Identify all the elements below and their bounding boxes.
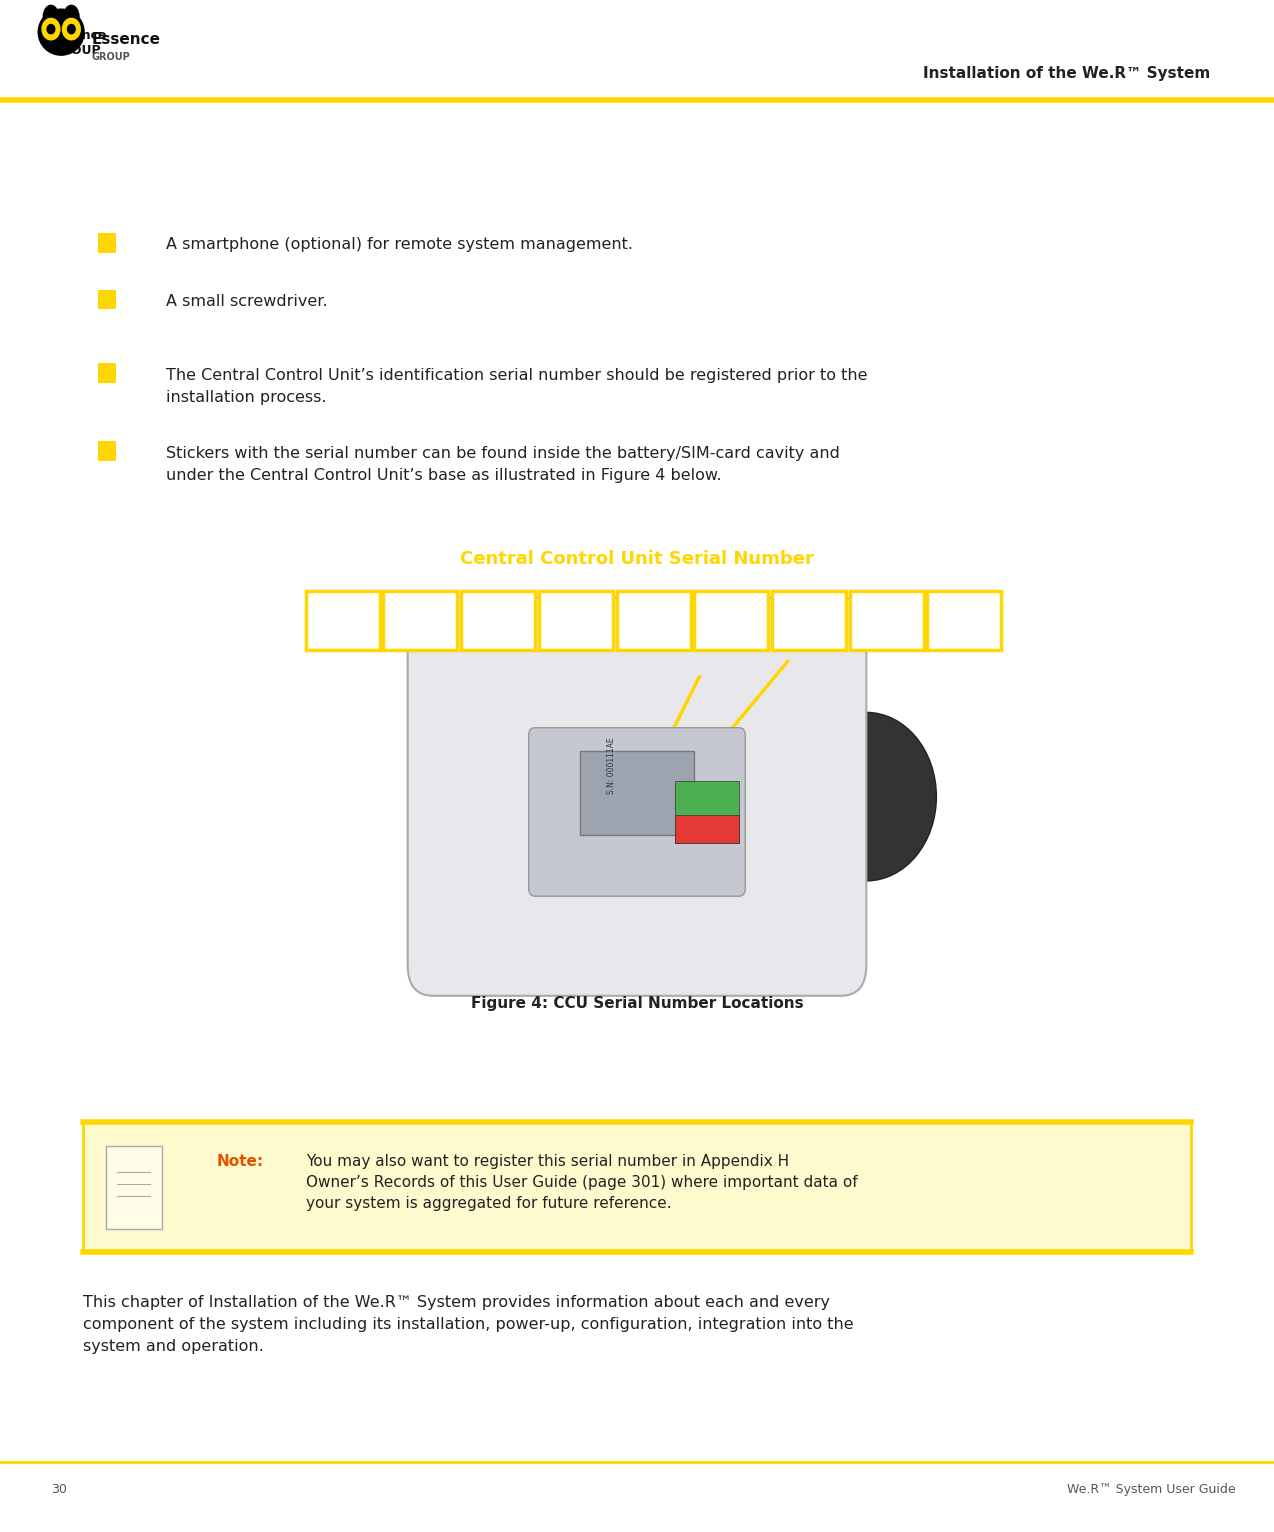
Text: A small screwdriver.: A small screwdriver. <box>166 294 327 309</box>
FancyBboxPatch shape <box>580 751 694 835</box>
Text: A smartphone (optional) for remote system management.: A smartphone (optional) for remote syste… <box>166 237 633 253</box>
Text: This chapter of Installation of the We.R™ System provides information about each: This chapter of Installation of the We.R… <box>83 1295 854 1354</box>
Text: Stickers with the serial number can be found inside the battery/SIM-card cavity : Stickers with the serial number can be f… <box>166 446 840 483</box>
FancyBboxPatch shape <box>772 591 846 650</box>
Text: Installation of the We.R™ System: Installation of the We.R™ System <box>924 66 1210 81</box>
FancyBboxPatch shape <box>694 591 768 650</box>
FancyBboxPatch shape <box>850 591 924 650</box>
FancyBboxPatch shape <box>927 591 1001 650</box>
Circle shape <box>42 18 60 40</box>
Text: We.R™ System User Guide: We.R™ System User Guide <box>1068 1483 1236 1495</box>
FancyBboxPatch shape <box>83 1121 1191 1253</box>
FancyBboxPatch shape <box>675 815 739 843</box>
Text: Essence
GROUP: Essence GROUP <box>51 29 107 57</box>
Text: S.N: 000111AE: S.N: 000111AE <box>606 738 617 794</box>
Text: Central Control Unit Serial Number: Central Control Unit Serial Number <box>460 550 814 568</box>
Circle shape <box>62 18 80 40</box>
FancyBboxPatch shape <box>675 781 739 843</box>
Ellipse shape <box>64 6 79 29</box>
Circle shape <box>68 25 75 34</box>
FancyBboxPatch shape <box>106 1146 162 1229</box>
Circle shape <box>796 712 936 881</box>
Text: Essence: Essence <box>92 32 161 47</box>
FancyBboxPatch shape <box>98 290 116 309</box>
FancyBboxPatch shape <box>539 591 613 650</box>
Text: GROUP: GROUP <box>92 52 130 61</box>
Ellipse shape <box>43 6 59 29</box>
FancyBboxPatch shape <box>383 591 457 650</box>
FancyBboxPatch shape <box>408 597 866 996</box>
FancyBboxPatch shape <box>98 363 116 383</box>
FancyBboxPatch shape <box>617 591 691 650</box>
FancyBboxPatch shape <box>461 591 535 650</box>
Text: You may also want to register this serial number in Appendix H
Owner’s Records o: You may also want to register this seria… <box>306 1154 857 1210</box>
FancyBboxPatch shape <box>98 441 116 461</box>
Text: The Central Control Unit’s identification serial number should be registered pri: The Central Control Unit’s identificatio… <box>166 368 868 404</box>
Text: Figure 4: CCU Serial Number Locations: Figure 4: CCU Serial Number Locations <box>470 996 804 1011</box>
FancyBboxPatch shape <box>529 728 745 896</box>
FancyBboxPatch shape <box>98 233 116 253</box>
Text: Note:: Note: <box>217 1154 264 1169</box>
Circle shape <box>47 25 55 34</box>
Text: 30: 30 <box>51 1483 66 1495</box>
FancyBboxPatch shape <box>306 591 380 650</box>
Ellipse shape <box>38 9 84 55</box>
